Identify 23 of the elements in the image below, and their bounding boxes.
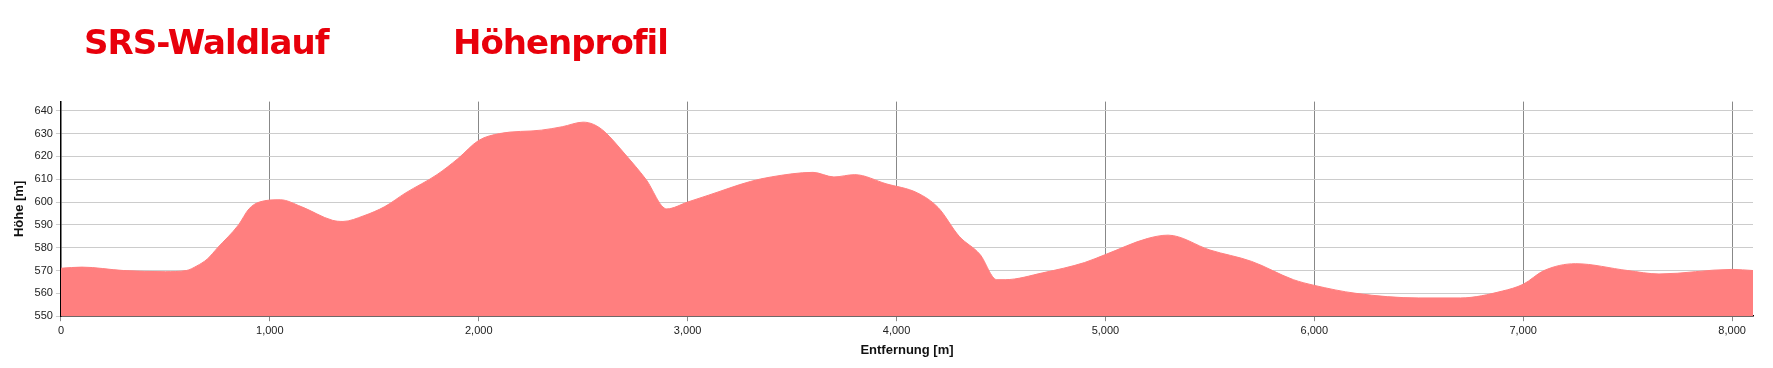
x-tick-label: 2,000	[464, 323, 493, 336]
y-tick-label: 580	[34, 240, 53, 253]
x-tick-label: 7,000	[1509, 323, 1537, 336]
y-tick-label: 640	[34, 103, 53, 116]
y-tick-label: 630	[34, 126, 53, 139]
x-tick-label: 3,000	[673, 323, 702, 336]
chart-subtitle: Höhenprofil	[453, 22, 668, 62]
chart-title: SRS-Waldlauf	[84, 22, 329, 62]
y-tick-label: 550	[34, 309, 53, 322]
y-tick-label: 560	[34, 286, 53, 299]
y-tick-label: 590	[34, 217, 53, 230]
x-axis-title: Entfernung [m]	[860, 341, 954, 357]
y-tick-label: 600	[34, 195, 53, 208]
x-tick-label: 4,000	[882, 323, 911, 336]
x-tick-label: 6,000	[1300, 323, 1329, 336]
x-tick-label: 8,000	[1718, 323, 1746, 336]
y-axis-title: Höhe [m]	[11, 180, 27, 238]
x-tick-label: 5,000	[1091, 323, 1120, 336]
y-tick-label: 610	[34, 172, 53, 185]
y-tick-label: 570	[34, 263, 53, 276]
y-tick-label: 620	[34, 149, 53, 162]
x-tick-label: 0	[57, 323, 65, 336]
x-tick-label: 1,000	[256, 323, 284, 336]
